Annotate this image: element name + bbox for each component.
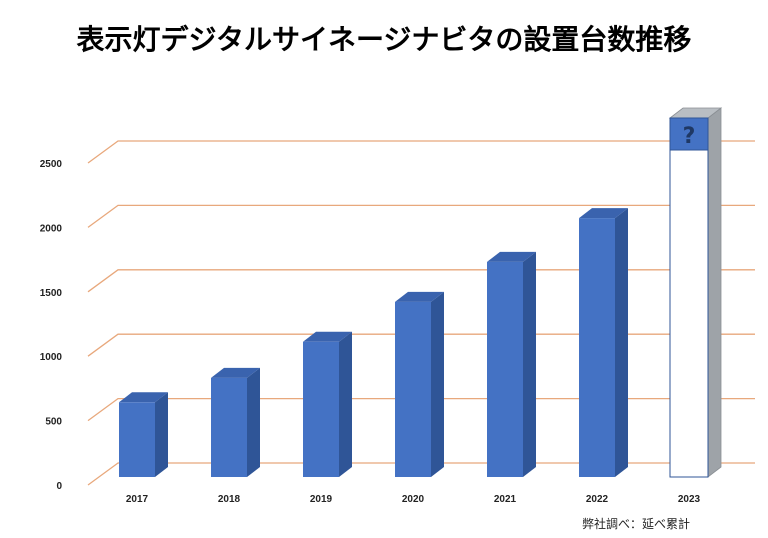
bar-side bbox=[155, 392, 168, 477]
gridline bbox=[87, 269, 755, 293]
bar-2019 bbox=[303, 331, 352, 477]
y-axis-ticks: 0 500 1000 1500 2000 2500 bbox=[40, 159, 63, 492]
gridlines bbox=[87, 140, 755, 486]
bar-top bbox=[487, 251, 536, 262]
unknown-marker: ? bbox=[683, 124, 696, 149]
bar-side bbox=[339, 331, 352, 477]
bar-side bbox=[247, 367, 260, 477]
gridline bbox=[87, 397, 755, 422]
bar-front bbox=[395, 301, 431, 477]
bar-side bbox=[707, 107, 722, 478]
bar-side bbox=[431, 291, 444, 477]
bar-front bbox=[487, 261, 523, 477]
x-tick-label: 2022 bbox=[586, 494, 609, 505]
bar-2023: ? bbox=[668, 107, 723, 478]
gridline bbox=[87, 333, 755, 357]
bar-top bbox=[211, 367, 260, 378]
x-axis-labels: 2017 2018 2019 2020 2021 2022 2023 bbox=[126, 494, 701, 505]
gridline bbox=[87, 462, 755, 486]
x-tick-label: 2019 bbox=[310, 494, 333, 505]
x-tick-label: 2018 bbox=[218, 494, 241, 505]
bar-2022 bbox=[579, 208, 628, 477]
bars: ? bbox=[119, 107, 723, 478]
bar-top bbox=[579, 208, 628, 219]
bar-2018 bbox=[211, 367, 260, 477]
chart-title: 表示灯デジタルサイネージナビタの設置台数推移 bbox=[76, 23, 692, 56]
bar-2020 bbox=[395, 291, 444, 477]
y-tick-label: 500 bbox=[45, 417, 62, 428]
y-tick-label: 1500 bbox=[40, 288, 63, 299]
bar-2017 bbox=[119, 392, 168, 477]
bar-front bbox=[303, 341, 339, 477]
x-tick-label: 2021 bbox=[494, 494, 517, 505]
x-tick-label: 2023 bbox=[678, 494, 701, 505]
y-tick-label: 2000 bbox=[40, 223, 63, 234]
bar-side bbox=[523, 251, 536, 477]
unknown-cap bbox=[669, 117, 709, 151]
gridline bbox=[87, 140, 755, 164]
bar-2021 bbox=[487, 251, 536, 477]
bar-front bbox=[669, 117, 709, 478]
bar-top bbox=[395, 291, 444, 302]
y-tick-label: 1000 bbox=[40, 352, 63, 363]
x-tick-label: 2020 bbox=[402, 494, 425, 505]
source-note: 弊社調べ：延べ累計 bbox=[581, 517, 690, 531]
bar-side bbox=[615, 208, 628, 477]
gridline bbox=[87, 204, 755, 228]
x-tick-label: 2017 bbox=[126, 494, 149, 505]
bar-front bbox=[579, 218, 615, 477]
y-tick-label: 0 bbox=[56, 481, 62, 492]
bar-top bbox=[303, 331, 352, 342]
bar-top bbox=[119, 392, 168, 403]
bar-front bbox=[119, 402, 155, 477]
bar-front bbox=[211, 377, 247, 477]
y-tick-label: 2500 bbox=[40, 159, 63, 170]
